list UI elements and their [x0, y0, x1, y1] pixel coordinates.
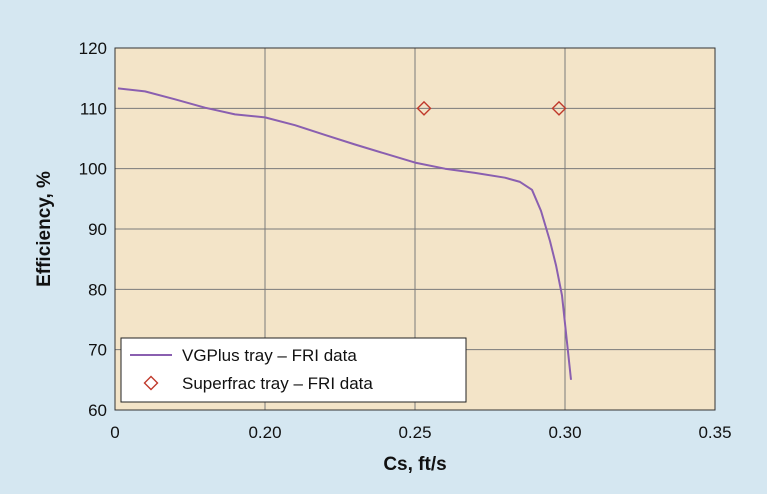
vgplus-series-line	[117, 87, 572, 380]
legend: VGPlus tray – FRI data Superfrac tray – …	[120, 337, 467, 403]
y-axis-title: Efficiency, %	[34, 171, 55, 287]
y-tick-label: 110	[80, 99, 107, 118]
y-tick-label: 100	[79, 160, 107, 179]
x-tick-label: 0.30	[548, 423, 581, 442]
legend-label-vgplus: VGPlus tray – FRI data	[182, 346, 357, 365]
superfrac-point	[551, 100, 567, 116]
x-tick-label: 0.35	[698, 423, 731, 442]
x-tick-label: 0	[110, 423, 119, 442]
series-layer	[117, 87, 572, 380]
legend-box	[120, 337, 467, 403]
legend-label-superfrac: Superfrac tray – FRI data	[182, 374, 373, 393]
superfrac-point	[416, 100, 432, 116]
y-tick-label: 120	[79, 39, 107, 58]
x-tick-label: 0.25	[398, 423, 431, 442]
plot-border	[114, 47, 716, 411]
legend-diamond-swatch	[143, 375, 159, 391]
tick-labels: 60 70 80 90 100 110 120 0 0.20 0.25 0.30 0.35	[79, 39, 732, 442]
y-tick-label: 70	[88, 341, 107, 360]
x-axis-title: Cs, ft/s	[383, 454, 446, 475]
x-tick-label: 0.20	[248, 423, 281, 442]
y-tick-label: 90	[88, 220, 107, 239]
y-tick-label: 80	[88, 280, 107, 299]
y-tick-label: 60	[88, 401, 107, 420]
